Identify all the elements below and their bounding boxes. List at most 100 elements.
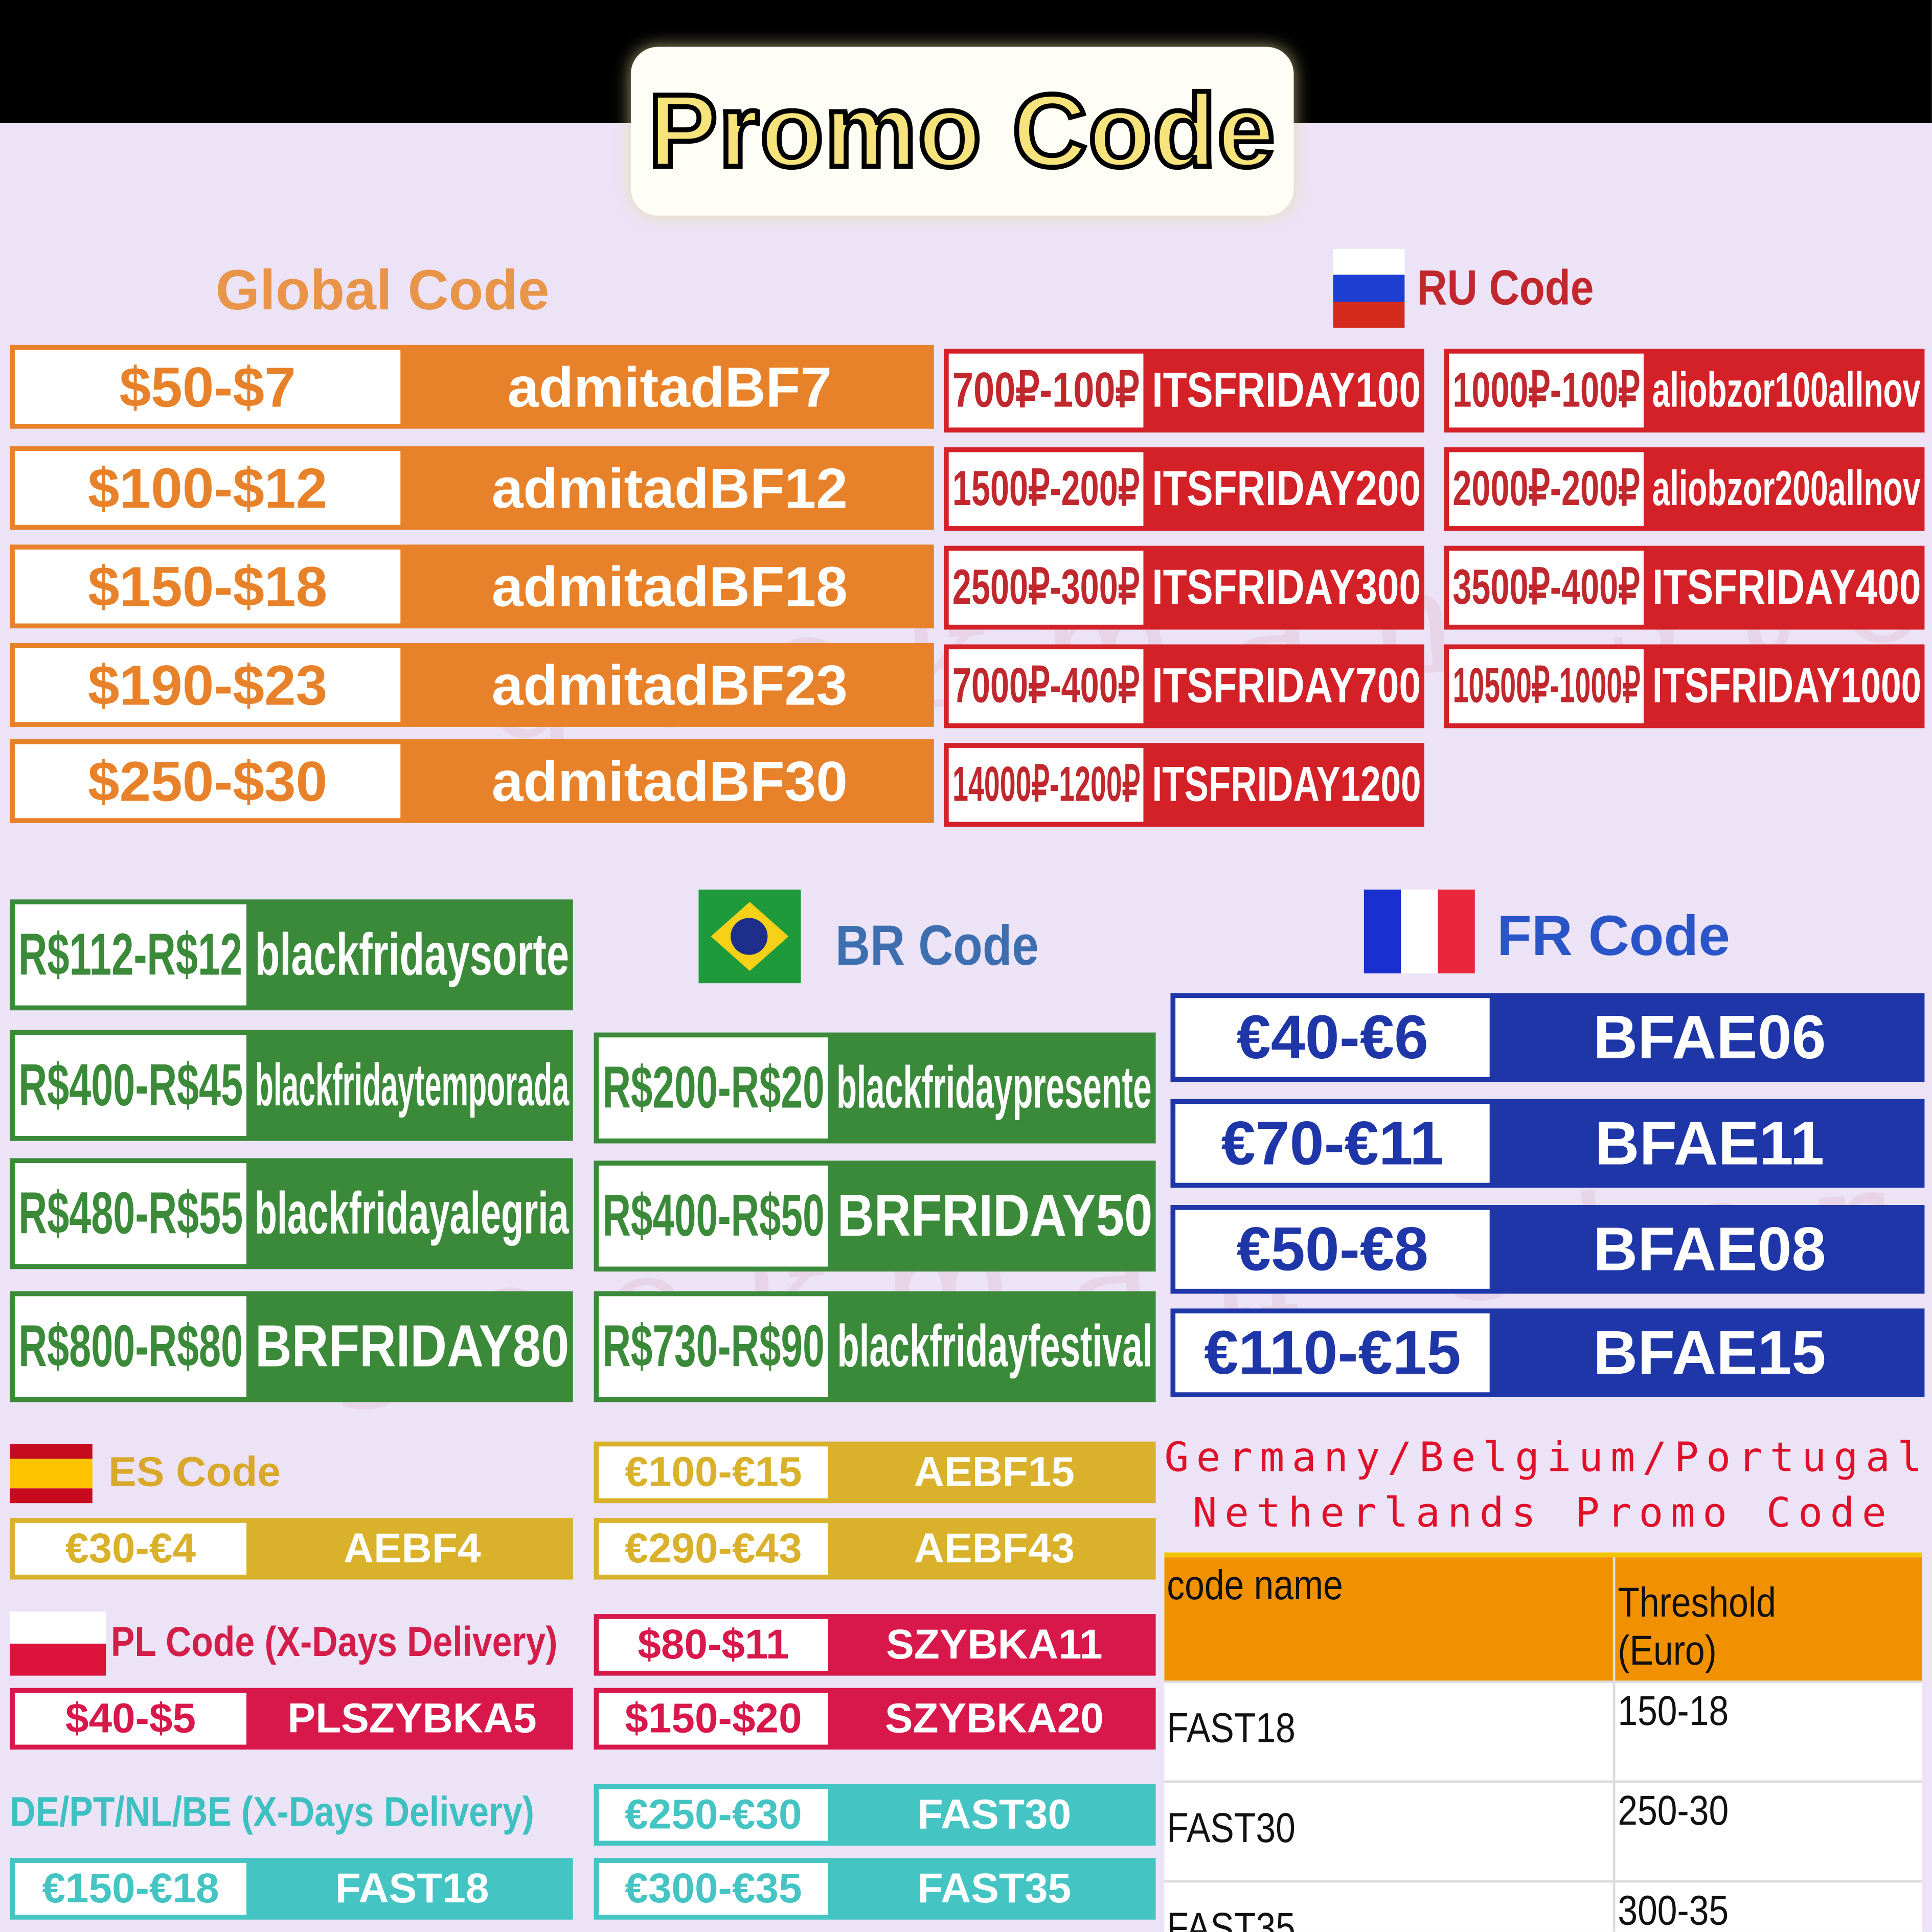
threshold-amount: €50-€8 bbox=[1175, 1210, 1490, 1289]
promo-code[interactable]: AEBF43 bbox=[914, 1525, 1075, 1572]
fr-code-row: €40-€6 BFAE06 bbox=[1170, 993, 1925, 1082]
br-code-row: R$480-R$55 blackfridayalegria bbox=[10, 1158, 573, 1269]
de-code-row: €300-€35 FAST35 bbox=[594, 1858, 1156, 1920]
promo-code[interactable]: FAST35 bbox=[917, 1865, 1072, 1912]
threshold-amount: €100-€15 bbox=[599, 1446, 828, 1498]
promo-code[interactable]: FAST30 bbox=[917, 1790, 1072, 1838]
promo-code[interactable]: admitadBF18 bbox=[491, 554, 848, 619]
global-code-row: $50-$7 admitadBF7 bbox=[10, 345, 934, 429]
global-code-row: $190-$23 admitadBF23 bbox=[10, 643, 934, 727]
promo-code[interactable]: ITSFRIDAY300 bbox=[1152, 560, 1421, 615]
ru-code-row: 2000₽-200₽ aliobzor200allnov bbox=[1444, 447, 1925, 531]
code-name-cell: FAST35 bbox=[1164, 1881, 1615, 1932]
pl-code-row: $40-$5 PLSZYBKA5 bbox=[10, 1688, 573, 1750]
ru-code-row: 1500₽-200₽ ITSFRIDAY200 bbox=[944, 447, 1424, 531]
germany-heading-line1: Germany/Belgium/Portugal bbox=[1164, 1433, 1929, 1481]
promo-code[interactable]: ITSFRIDAY1200 bbox=[1151, 757, 1421, 811]
promo-code[interactable]: BFAE08 bbox=[1593, 1215, 1826, 1284]
threshold-amount: $50-$7 bbox=[14, 350, 401, 424]
br-code-row: R$730-R$90 blackfridayfestival bbox=[594, 1291, 1156, 1402]
title-box: Promo Code bbox=[630, 47, 1294, 216]
promo-code[interactable]: aliobzor200allnov bbox=[1652, 461, 1921, 516]
br-code-row: R$200-R$20 blackfridaypresente bbox=[594, 1032, 1156, 1144]
promo-code[interactable]: blackfridaysorte bbox=[255, 922, 570, 988]
threshold-amount: R$112-R$12 bbox=[14, 904, 247, 1006]
promo-code[interactable]: SZYBKA11 bbox=[886, 1621, 1103, 1668]
br-code-row: R$400-R$45 blackfridaytemporada bbox=[10, 1030, 573, 1141]
promo-code[interactable]: PLSZYBKA5 bbox=[287, 1694, 537, 1742]
promo-code[interactable]: BFAE06 bbox=[1593, 1003, 1826, 1072]
threshold-amount: €30-€4 bbox=[14, 1522, 247, 1575]
global-code-row: $250-$30 admitadBF30 bbox=[10, 739, 934, 823]
threshold-amount: 2000₽-200₽ bbox=[1449, 452, 1644, 527]
threshold-amount: $190-$23 bbox=[14, 648, 401, 722]
es-code-row: €100-€15 AEBF15 bbox=[594, 1441, 1156, 1504]
promo-code[interactable]: AEBF15 bbox=[914, 1448, 1075, 1495]
ru-code-heading: RU Code bbox=[1417, 261, 1594, 315]
br-code-row: R$112-R$12 blackfridaysorte bbox=[10, 899, 573, 1011]
br-code-heading: BR Code bbox=[835, 913, 1039, 978]
fr-code-row: €50-€8 BFAE08 bbox=[1170, 1204, 1925, 1294]
threshold-amount: 1000₽-100₽ bbox=[1449, 353, 1644, 428]
promo-code[interactable]: blackfridaytemporada bbox=[255, 1053, 570, 1119]
promo-code[interactable]: ITSFRIDAY100 bbox=[1152, 362, 1421, 417]
de-code-heading: DE/PT/NL/BE (X-Days Delivery) bbox=[10, 1789, 534, 1836]
promo-code[interactable]: ITSFRIDAY700 bbox=[1152, 658, 1421, 713]
promo-code[interactable]: AEBF4 bbox=[343, 1525, 481, 1572]
russia-flag-icon bbox=[1333, 248, 1405, 328]
global-code-heading: Global Code bbox=[215, 257, 550, 322]
promo-code[interactable]: BFAE11 bbox=[1595, 1109, 1825, 1178]
es-code-heading: ES Code bbox=[108, 1449, 281, 1496]
column-header-threshold: Threshold (Euro) bbox=[1612, 1557, 1922, 1684]
threshold-amount: 7000₽-400₽ bbox=[948, 649, 1144, 723]
code-name-cell: FAST30 bbox=[1164, 1781, 1615, 1883]
br-code-row: R$400-R$50 BRFRIDAY50 bbox=[594, 1161, 1156, 1272]
threshold-amount: 10500₽-1000₽ bbox=[1449, 649, 1644, 723]
spain-flag-icon bbox=[10, 1444, 93, 1504]
fr-code-row: €110-€15 BFAE15 bbox=[1170, 1308, 1925, 1397]
ru-code-row: 7000₽-400₽ ITSFRIDAY700 bbox=[944, 644, 1424, 729]
threshold-amount: R$200-R$20 bbox=[599, 1037, 828, 1139]
threshold-amount: 3500₽-400₽ bbox=[1449, 551, 1644, 625]
threshold-amount: €300-€35 bbox=[599, 1862, 828, 1915]
promo-code[interactable]: admitadBF12 bbox=[491, 456, 848, 520]
promo-code[interactable]: admitadBF7 bbox=[507, 355, 832, 419]
promo-code[interactable]: BFAE15 bbox=[1593, 1318, 1826, 1388]
page-title: Promo Code bbox=[646, 70, 1278, 191]
es-code-row: €290-€43 AEBF43 bbox=[594, 1518, 1156, 1580]
ru-code-row: 700₽-100₽ ITSFRIDAY100 bbox=[944, 349, 1424, 433]
promo-code[interactable]: blackfridaypresente bbox=[836, 1055, 1152, 1121]
promo-code[interactable]: admitadBF30 bbox=[491, 749, 848, 813]
promo-code[interactable]: admitadBF23 bbox=[491, 653, 848, 717]
threshold-amount: R$480-R$55 bbox=[14, 1163, 247, 1264]
threshold-amount: $150-$18 bbox=[14, 549, 401, 624]
threshold-amount: R$730-R$90 bbox=[599, 1296, 828, 1397]
promo-code[interactable]: blackfridayfestival bbox=[836, 1314, 1152, 1379]
promo-code[interactable]: ITSFRIDAY400 bbox=[1652, 560, 1921, 615]
promo-code[interactable]: BRFRIDAY80 bbox=[255, 1314, 570, 1379]
br-code-row: R$800-R$80 BRFRIDAY80 bbox=[10, 1291, 573, 1402]
threshold-cell: 150-18 bbox=[1612, 1681, 1922, 1783]
threshold-amount: €150-€18 bbox=[14, 1862, 247, 1915]
promo-code[interactable]: aliobzor100allnov bbox=[1652, 362, 1921, 417]
promo-code[interactable]: BRFRIDAY50 bbox=[836, 1183, 1152, 1249]
promo-code[interactable]: ITSFRIDAY200 bbox=[1152, 461, 1421, 516]
table-row: FAST35 300-35 bbox=[1164, 1881, 1922, 1932]
promo-code[interactable]: SZYBKA20 bbox=[884, 1694, 1104, 1742]
promo-code[interactable]: blackfridayalegria bbox=[255, 1180, 570, 1246]
france-flag-icon bbox=[1363, 890, 1475, 973]
threshold-amount: €110-€15 bbox=[1175, 1313, 1490, 1393]
promo-code[interactable]: ITSFRIDAY1000 bbox=[1652, 658, 1921, 713]
pl-code-row: $150-$20 SZYBKA20 bbox=[594, 1688, 1156, 1750]
threshold-amount: $80-$11 bbox=[599, 1619, 828, 1671]
column-header-code-name: code name bbox=[1164, 1557, 1615, 1684]
global-code-row: $150-$18 admitadBF18 bbox=[10, 544, 934, 629]
threshold-amount: 2500₽-300₽ bbox=[948, 551, 1144, 625]
poland-flag-icon bbox=[10, 1611, 106, 1676]
promo-code[interactable]: FAST18 bbox=[335, 1865, 489, 1912]
table-header-row: code name Threshold (Euro) bbox=[1164, 1557, 1922, 1684]
de-code-row: €250-€30 FAST30 bbox=[594, 1784, 1156, 1846]
threshold-amount: €70-€11 bbox=[1175, 1104, 1490, 1183]
threshold-amount: 14000₽-1200₽ bbox=[948, 747, 1144, 822]
